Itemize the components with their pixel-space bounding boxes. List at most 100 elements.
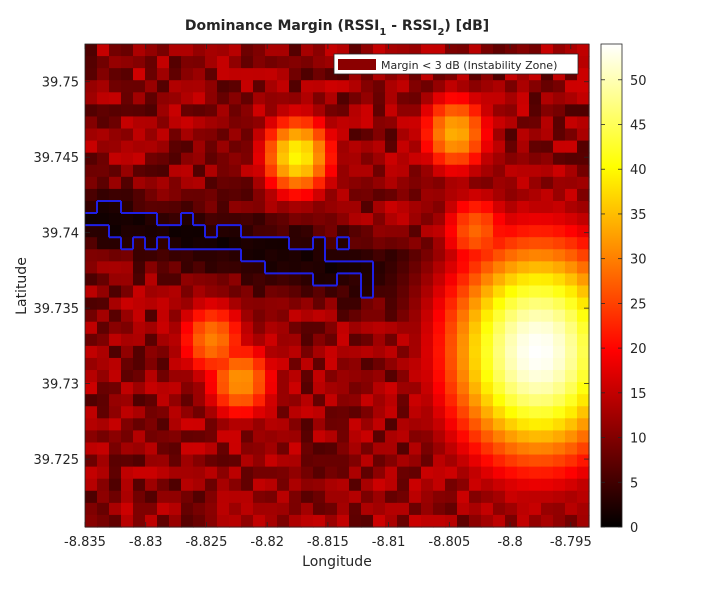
heatmap-cell [109, 164, 122, 178]
heatmap-cell [121, 104, 134, 118]
heatmap-cell [457, 213, 470, 226]
heatmap-cell [373, 454, 386, 468]
heatmap-cell [469, 490, 482, 504]
heatmap-cell [337, 418, 350, 431]
heatmap-cell [265, 466, 278, 480]
heatmap-cell [289, 370, 302, 383]
heatmap-cell [397, 394, 410, 407]
heatmap-cell [325, 225, 338, 238]
heatmap-cell [493, 333, 506, 347]
heatmap-cell [481, 490, 494, 504]
heatmap-cell [133, 164, 146, 178]
heatmap-cell [301, 297, 314, 311]
heatmap-cell [97, 237, 110, 250]
heatmap-cell [169, 116, 182, 130]
heatmap-cell [277, 44, 290, 57]
heatmap-cell [217, 333, 230, 347]
heatmap-cell [229, 394, 242, 407]
heatmap-cell [349, 466, 362, 480]
heatmap-cell [121, 176, 134, 190]
heatmap-cell [433, 430, 446, 444]
heatmap-cell [289, 514, 302, 528]
heatmap-cell [229, 430, 242, 444]
heatmap-cell [397, 490, 410, 504]
heatmap-cell [433, 394, 446, 407]
heatmap-cell [157, 176, 170, 190]
heatmap-cell [109, 116, 122, 130]
heatmap-cell [529, 297, 542, 311]
heatmap-cell [193, 68, 206, 81]
heatmap-cell [265, 345, 278, 359]
heatmap-cell [409, 44, 422, 57]
heatmap-cell [337, 225, 350, 238]
heatmap-cell [553, 140, 566, 154]
heatmap-cell [85, 309, 98, 323]
heatmap-cell [565, 321, 578, 335]
heatmap-cell [241, 382, 254, 395]
heatmap-cell [517, 285, 530, 299]
heatmap-cell [157, 478, 170, 492]
heatmap-cell [253, 454, 266, 468]
heatmap-cell [337, 442, 350, 456]
heatmap-cell [529, 333, 542, 347]
heatmap-cell [121, 394, 134, 407]
heatmap-cell [193, 44, 206, 57]
heatmap-cell [493, 490, 506, 504]
heatmap-cell [505, 92, 518, 105]
heatmap-cell [217, 502, 230, 516]
heatmap-cell [361, 430, 374, 444]
heatmap-cell [553, 333, 566, 347]
heatmap-cell [445, 502, 458, 516]
heatmap-cell [241, 68, 254, 81]
heatmap-cell [193, 92, 206, 105]
heatmap-cell [97, 92, 110, 105]
heatmap-cell [205, 442, 218, 456]
heatmap-cell [385, 261, 398, 275]
heatmap-cell [133, 345, 146, 359]
heatmap-cell [577, 152, 590, 166]
heatmap-cell [169, 478, 182, 492]
heatmap-cell [553, 406, 566, 419]
heatmap-cell [253, 394, 266, 407]
heatmap-cell [109, 273, 122, 287]
heatmap-cell [133, 213, 146, 226]
heatmap-cell [541, 285, 554, 299]
heatmap-cell [265, 478, 278, 492]
heatmap-cell [277, 418, 290, 431]
heatmap-cell [157, 321, 170, 335]
heatmap-cell [109, 478, 122, 492]
heatmap-cell [265, 164, 278, 178]
heatmap-cell [205, 249, 218, 262]
heatmap-cell [289, 140, 302, 154]
heatmap-cell [409, 104, 422, 118]
heatmap-cell [193, 418, 206, 431]
heatmap-cell [481, 514, 494, 528]
heatmap-cell [565, 297, 578, 311]
heatmap-cell [565, 502, 578, 516]
heatmap-cell [241, 297, 254, 311]
heatmap-cell [553, 297, 566, 311]
heatmap-cell [313, 382, 326, 395]
heatmap-cell [445, 188, 458, 202]
heatmap-cell [241, 140, 254, 154]
heatmap-cell [301, 394, 314, 407]
heatmap-cell [229, 261, 242, 275]
heatmap-cell [85, 490, 98, 504]
heatmap-cell [289, 502, 302, 516]
heatmap-cell [553, 152, 566, 166]
heatmap-cell [265, 273, 278, 287]
heatmap-cell [409, 514, 422, 528]
heatmap-cell [253, 442, 266, 456]
heatmap-cell [457, 357, 470, 371]
heatmap-cell [205, 357, 218, 371]
heatmap-cell [229, 225, 242, 238]
heatmap-cell [85, 357, 98, 371]
heatmap-cell [349, 44, 362, 57]
heatmap-cell [409, 394, 422, 407]
heatmap-cell [289, 285, 302, 299]
heatmap-cell [181, 406, 194, 419]
heatmap-cell [181, 92, 194, 105]
heatmap-cell [457, 80, 470, 93]
heatmap-cell [385, 514, 398, 528]
heatmap-cell [577, 213, 590, 226]
